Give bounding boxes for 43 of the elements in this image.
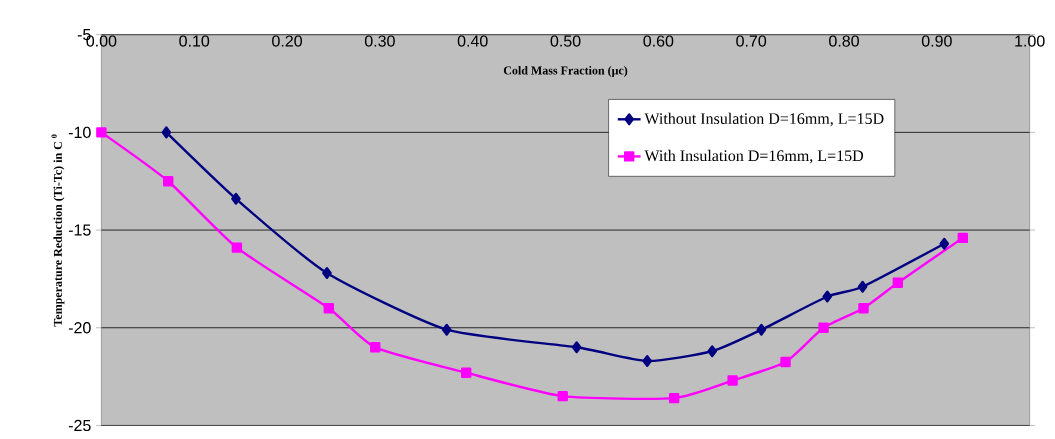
x-tick-label: 0.60 bbox=[643, 35, 674, 47]
point bbox=[668, 392, 680, 404]
point bbox=[231, 242, 243, 253]
point bbox=[727, 375, 738, 386]
point bbox=[858, 303, 869, 314]
point bbox=[707, 345, 717, 358]
point bbox=[642, 355, 653, 368]
x-tick-label: 0.10 bbox=[179, 35, 210, 47]
point bbox=[892, 277, 904, 289]
x-tick-label: 0.50 bbox=[550, 35, 581, 47]
x-tick-label: 0.20 bbox=[272, 35, 302, 47]
point bbox=[756, 323, 767, 336]
point bbox=[822, 290, 833, 303]
point bbox=[957, 232, 969, 244]
x-tick-label: 1.00 bbox=[1015, 35, 1045, 47]
legend-label: Without Insulation D=16mm, L=15D bbox=[644, 112, 884, 127]
y-tick-label: -15 bbox=[68, 224, 91, 236]
y-axis-title: Temperature Reduction (Ti-Tc) in C $^{0}$ bbox=[51, 134, 65, 327]
x-tick-label: 0.40 bbox=[457, 35, 488, 47]
point bbox=[163, 176, 174, 187]
point bbox=[557, 391, 568, 402]
point bbox=[780, 356, 791, 368]
point bbox=[322, 267, 332, 280]
point bbox=[571, 341, 582, 354]
x-tick-label: 0.70 bbox=[736, 35, 767, 47]
point bbox=[96, 127, 107, 138]
y-tick-label: -20 bbox=[68, 322, 91, 334]
point bbox=[939, 237, 950, 250]
point bbox=[231, 192, 241, 205]
point bbox=[323, 303, 335, 314]
point bbox=[857, 280, 868, 293]
x-tick-label: 0.90 bbox=[921, 35, 952, 47]
x-tick-label: 0.30 bbox=[364, 35, 395, 47]
point bbox=[441, 323, 452, 336]
y-tick-label: -10 bbox=[68, 126, 91, 139]
x-axis-title: Cold Mass Fraction (μc) bbox=[503, 66, 628, 78]
point bbox=[818, 322, 829, 334]
point bbox=[460, 367, 472, 378]
point bbox=[370, 342, 381, 353]
point bbox=[161, 126, 172, 139]
y-tick-label: -25 bbox=[68, 419, 91, 432]
legend-label: With Insulation D=16mm, L=15D bbox=[644, 149, 864, 164]
x-tick-label: 0.80 bbox=[829, 35, 859, 47]
